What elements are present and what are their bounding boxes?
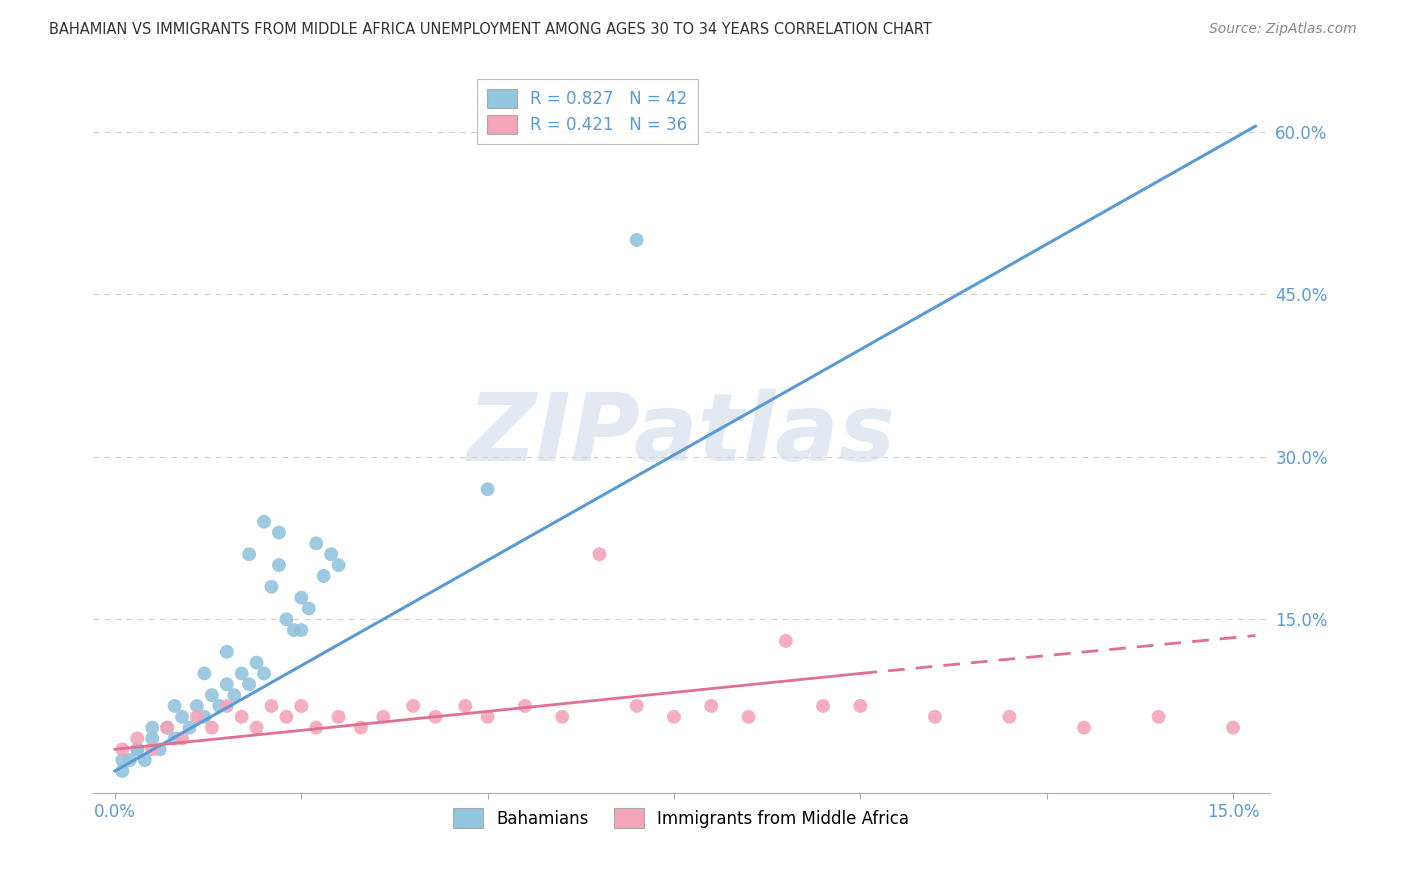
Point — [170, 731, 193, 746]
Point — [260, 580, 283, 594]
Point — [312, 569, 335, 583]
Point — [201, 721, 224, 735]
Point — [283, 623, 305, 637]
Point — [775, 634, 797, 648]
Point — [350, 721, 373, 735]
Point — [290, 591, 312, 605]
Point — [186, 710, 208, 724]
Text: Source: ZipAtlas.com: Source: ZipAtlas.com — [1209, 22, 1357, 37]
Point — [208, 698, 231, 713]
Point — [924, 710, 946, 724]
Point — [276, 710, 298, 724]
Point — [454, 698, 477, 713]
Point — [253, 666, 276, 681]
Point — [215, 645, 238, 659]
Point — [186, 698, 208, 713]
Point — [1073, 721, 1095, 735]
Point — [737, 710, 759, 724]
Point — [245, 656, 267, 670]
Point — [245, 721, 267, 735]
Point — [267, 525, 290, 540]
Point — [253, 515, 276, 529]
Point — [238, 677, 260, 691]
Point — [134, 753, 156, 767]
Point — [662, 710, 685, 724]
Point — [224, 688, 246, 702]
Point — [141, 742, 163, 756]
Point — [513, 698, 536, 713]
Point — [290, 623, 312, 637]
Point — [849, 698, 872, 713]
Point — [373, 710, 395, 724]
Point — [305, 721, 328, 735]
Point — [477, 482, 499, 496]
Point — [425, 710, 447, 724]
Point — [305, 536, 328, 550]
Point — [298, 601, 321, 615]
Point — [141, 731, 163, 746]
Point — [811, 698, 834, 713]
Point — [163, 731, 186, 746]
Point — [626, 233, 648, 247]
Point — [231, 710, 253, 724]
Point — [998, 710, 1021, 724]
Point — [321, 547, 343, 561]
Point — [156, 721, 179, 735]
Point — [127, 742, 149, 756]
Point — [260, 698, 283, 713]
Legend: Bahamians, Immigrants from Middle Africa: Bahamians, Immigrants from Middle Africa — [447, 802, 917, 834]
Point — [328, 558, 350, 573]
Point — [141, 721, 163, 735]
Point — [276, 612, 298, 626]
Point — [1147, 710, 1170, 724]
Point — [626, 698, 648, 713]
Point — [215, 677, 238, 691]
Point — [290, 698, 312, 713]
Point — [170, 710, 193, 724]
Point — [238, 547, 260, 561]
Point — [328, 710, 350, 724]
Point — [551, 710, 574, 724]
Point — [118, 753, 141, 767]
Point — [700, 698, 723, 713]
Point — [111, 764, 134, 778]
Point — [267, 558, 290, 573]
Text: BAHAMIAN VS IMMIGRANTS FROM MIDDLE AFRICA UNEMPLOYMENT AMONG AGES 30 TO 34 YEARS: BAHAMIAN VS IMMIGRANTS FROM MIDDLE AFRIC… — [49, 22, 932, 37]
Point — [215, 698, 238, 713]
Point — [149, 742, 172, 756]
Point — [402, 698, 425, 713]
Point — [163, 698, 186, 713]
Point — [231, 666, 253, 681]
Point — [127, 731, 149, 746]
Point — [111, 753, 134, 767]
Point — [477, 710, 499, 724]
Point — [127, 742, 149, 756]
Point — [156, 721, 179, 735]
Point — [1222, 721, 1244, 735]
Point — [588, 547, 610, 561]
Point — [111, 742, 134, 756]
Point — [179, 721, 201, 735]
Point — [193, 666, 215, 681]
Point — [193, 710, 215, 724]
Point — [201, 688, 224, 702]
Text: ZIPatlas: ZIPatlas — [467, 389, 896, 481]
